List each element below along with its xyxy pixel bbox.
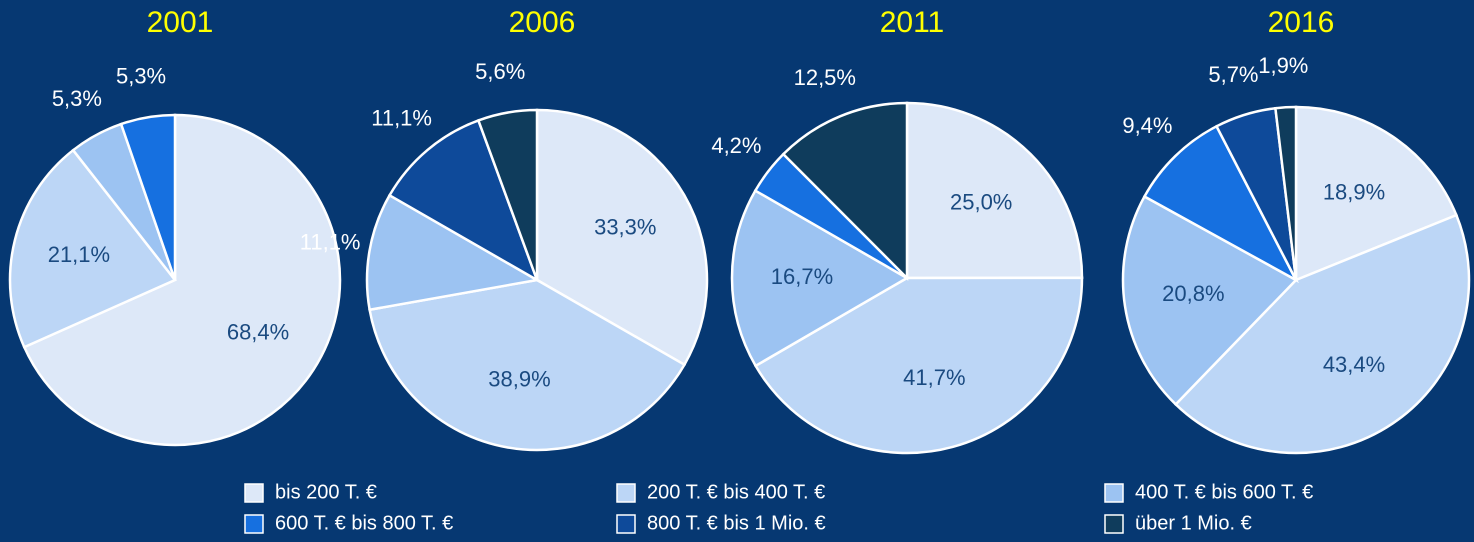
legend-label: bis 200 T. € <box>275 481 377 503</box>
data-label: 16,7% <box>771 264 833 289</box>
pie-slice <box>22 113 342 447</box>
legend-swatch <box>244 483 264 503</box>
pie-slice <box>730 188 910 368</box>
data-label: 18,9% <box>1323 180 1385 205</box>
data-label: 5,3% <box>52 86 102 111</box>
legend-label: 400 T. € bis 600 T. € <box>1135 481 1313 503</box>
data-label: 12,5% <box>794 65 856 90</box>
legend-swatch <box>1104 514 1124 534</box>
pie-slice <box>753 276 1084 455</box>
data-label: 11,1% <box>371 105 432 130</box>
pie-slice <box>1121 194 1299 407</box>
legend-swatch <box>244 514 264 534</box>
data-label: 68,4% <box>227 320 289 345</box>
legend-label: 200 T. € bis 400 T. € <box>647 481 825 503</box>
pie-slice <box>368 278 687 452</box>
chart-title: 2011 <box>880 6 945 39</box>
chart-title: 2006 <box>509 6 576 39</box>
legend-swatch <box>616 483 636 503</box>
data-label: 1,9% <box>1258 53 1308 78</box>
legend-swatch <box>616 514 636 534</box>
pie-slice <box>905 101 1084 280</box>
pie-slice <box>1274 105 1298 281</box>
data-label: 41,7% <box>903 365 965 390</box>
data-label: 43,4% <box>1323 352 1385 377</box>
pie-slice <box>1173 213 1471 455</box>
data-label: 33,3% <box>594 215 656 240</box>
pie-slice <box>119 113 177 281</box>
data-label: 5,6% <box>475 59 525 84</box>
pie-slice <box>365 193 541 312</box>
data-label: 21,1% <box>48 242 110 267</box>
chart-title: 2001 <box>147 6 214 39</box>
data-label: 5,7% <box>1208 62 1258 87</box>
chart-title: 2016 <box>1268 6 1335 39</box>
data-label: 25,0% <box>950 190 1012 215</box>
pie-slice <box>1294 105 1458 282</box>
legend-label: 600 T. € bis 800 T. € <box>275 512 453 534</box>
pie-slice <box>387 118 540 283</box>
pie-slice <box>8 148 177 349</box>
data-label: 5,3% <box>116 64 166 89</box>
data-label: 20,8% <box>1162 281 1224 306</box>
data-label: 38,9% <box>488 366 550 391</box>
pie-slice <box>535 108 709 367</box>
legend-label: 800 T. € bis 1 Mio. € <box>647 512 826 534</box>
pie-slice <box>781 101 909 282</box>
data-label: 9,4% <box>1122 113 1172 138</box>
legend-swatch <box>1104 483 1124 503</box>
pie-slice <box>1142 124 1299 284</box>
legend-label: über 1 Mio. € <box>1135 512 1252 534</box>
pie-slice <box>476 108 539 281</box>
data-label: 4,2% <box>711 133 761 158</box>
data-label: 11,1% <box>300 230 361 255</box>
